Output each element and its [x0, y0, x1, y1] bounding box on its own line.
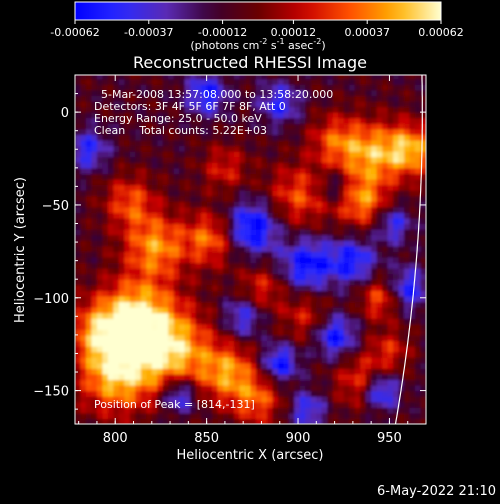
colorbar-tick-label: -0.00062 [50, 26, 99, 39]
peak-position-label: Position of Peak = [814,-131] [94, 398, 255, 411]
colorbar-ticks: -0.00062 -0.00037 -0.00012 0.00012 0.00037 0.… [50, 20, 464, 39]
y-axis-label: Heliocentric Y (arcsec) [13, 177, 28, 323]
x-tick-label: 800 [103, 431, 128, 446]
y-tick-label: 0 [61, 106, 69, 121]
info-energy-range: Energy Range: 25.0 - 50.0 keV [94, 112, 262, 125]
plot-frame [74, 74, 427, 425]
colorbar-tick-label: 0.00012 [271, 26, 317, 39]
colorbar-tick-label: -0.00037 [124, 26, 173, 39]
y-tick-label: −150 [33, 385, 69, 400]
y-tick-label: −100 [33, 292, 69, 307]
observation-info: 5-Mar-2008 13:57:08.000 to 13:58:20.000 … [94, 88, 333, 137]
info-time-range: 5-Mar-2008 13:57:08.000 to 13:58:20.000 [101, 88, 333, 101]
x-tick-label: 900 [286, 431, 311, 446]
x-tick-label: 950 [377, 431, 402, 446]
colorbar-tick-label: 0.00037 [344, 26, 390, 39]
solar-limb-line [394, 75, 423, 424]
colorbar: -0.00062 -0.00037 -0.00012 0.00012 0.00037 0.… [50, 1, 464, 52]
date-stamp: 6-May-2022 21:10 [377, 484, 496, 499]
x-tick-label: 850 [194, 431, 219, 446]
y-tick-label: −50 [42, 199, 69, 214]
colorbar-tick-label: 0.00062 [418, 26, 464, 39]
y-axis: 0 −50 −100 −150 [33, 93, 426, 410]
x-axis: 800 850 900 950 [78, 75, 427, 446]
colorbar-unit-label: (photons cm-2 s-1 asec-2) [190, 37, 325, 52]
colorbar-tick-label: -0.00012 [198, 26, 247, 39]
colorbar-gradient [74, 1, 442, 21]
chart-title: Reconstructed RHESSI Image [133, 53, 367, 72]
heatmap-image [75, 75, 426, 424]
x-axis-label: Heliocentric X (arcsec) [177, 448, 324, 463]
info-detectors: Detectors: 3F 4F 5F 6F 7F 8F, Att 0 [94, 100, 286, 113]
info-clean-counts: Clean Total counts: 5.22E+03 [94, 124, 267, 137]
